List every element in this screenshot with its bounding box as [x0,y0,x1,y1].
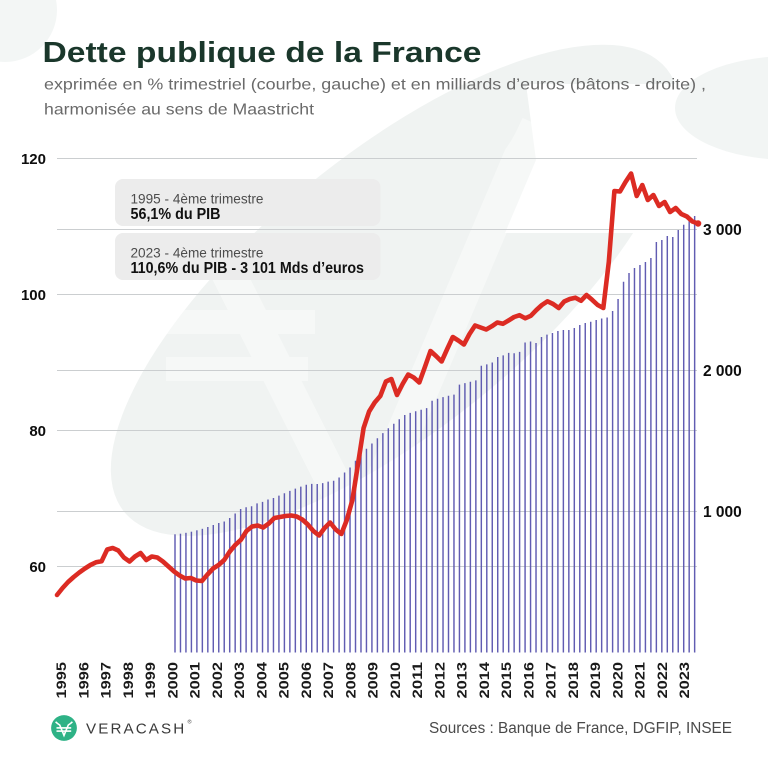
svg-text:®: ® [188,719,192,726]
svg-text:1996: 1996 [76,662,92,699]
svg-text:2002: 2002 [209,662,225,699]
svg-text:2016: 2016 [521,662,537,699]
svg-text:harmonisée au sens de Maastric: harmonisée au sens de Maastricht [44,102,315,119]
svg-text:3 000: 3 000 [703,222,742,239]
svg-text:1997: 1997 [98,662,114,699]
svg-text:2022: 2022 [654,662,670,699]
svg-text:60: 60 [29,559,46,576]
svg-text:1995: 1995 [53,662,69,699]
svg-text:2005: 2005 [276,662,292,699]
svg-text:2017: 2017 [543,662,559,699]
svg-text:exprimée en % trimestriel (cou: exprimée en % trimestriel (courbe, gauch… [44,77,706,94]
svg-text:2018: 2018 [565,662,581,699]
svg-text:Dette publique de la France: Dette publique de la France [43,37,482,69]
svg-text:Sources : Banque de France, DG: Sources : Banque de France, DGFIP, INSEE [429,720,732,737]
svg-text:2010: 2010 [387,662,403,699]
svg-text:1 000: 1 000 [703,504,742,521]
svg-text:VERACASH: VERACASH [86,721,186,738]
svg-text:2023: 2023 [676,662,692,699]
svg-text:2020: 2020 [610,662,626,699]
svg-text:2 000: 2 000 [703,363,742,380]
svg-text:120: 120 [21,151,46,168]
svg-text:2003: 2003 [231,662,247,699]
svg-text:2008: 2008 [342,662,358,699]
svg-text:1995 - 4ème trimestre: 1995 - 4ème trimestre [131,192,264,207]
svg-text:100: 100 [21,287,46,304]
svg-text:2014: 2014 [476,662,492,699]
svg-text:2004: 2004 [253,662,269,699]
svg-text:2000: 2000 [164,662,180,699]
svg-text:2009: 2009 [365,662,381,699]
svg-text:2013: 2013 [454,662,470,699]
svg-text:2023 - 4ème trimestre: 2023 - 4ème trimestre [131,246,264,261]
svg-text:1998: 1998 [120,662,136,699]
svg-text:2006: 2006 [298,662,314,699]
svg-text:2001: 2001 [187,662,203,699]
svg-text:2021: 2021 [632,662,648,699]
svg-text:56,1% du PIB: 56,1% du PIB [131,206,221,223]
svg-text:1999: 1999 [142,662,158,699]
svg-text:2011: 2011 [409,662,425,699]
svg-text:2019: 2019 [587,662,603,699]
svg-text:2015: 2015 [498,662,514,699]
svg-text:2007: 2007 [320,662,336,699]
svg-text:2012: 2012 [431,662,447,699]
svg-text:110,6% du PIB - 3 101 Mds d’eu: 110,6% du PIB - 3 101 Mds d’euros [131,260,365,277]
svg-text:80: 80 [29,423,46,440]
